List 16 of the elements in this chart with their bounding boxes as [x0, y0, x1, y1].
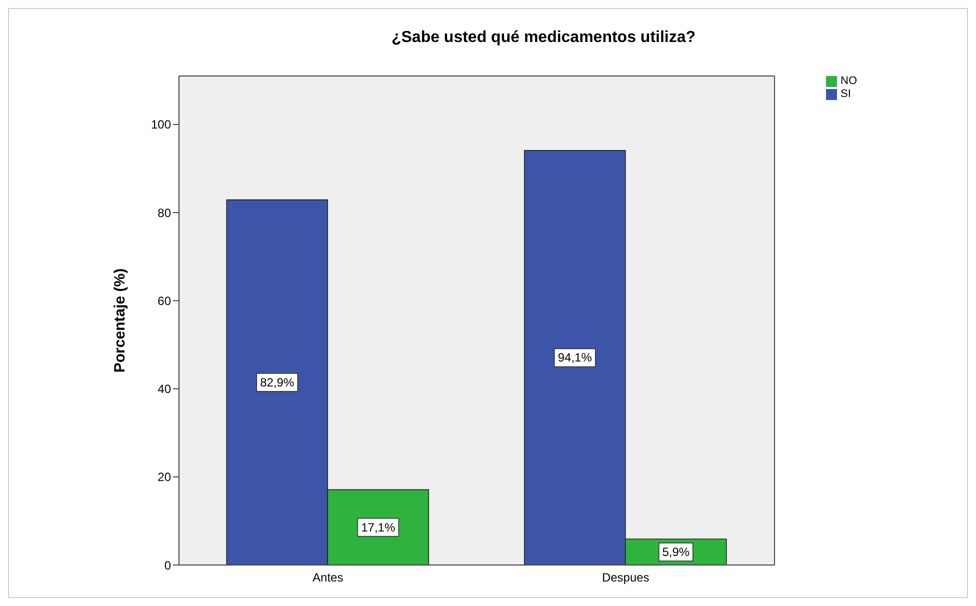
data-label: 5,9% — [662, 545, 690, 560]
y-tick-label: 0 — [164, 558, 172, 572]
y-tick-label: 100 — [150, 118, 172, 132]
x-tick-label: Despues — [602, 570, 650, 585]
y-tick-label: 60 — [158, 294, 172, 308]
y-axis-title: Porcentaje (%) — [111, 268, 128, 373]
chart-title: ¿Sabe usted qué medicamentos utiliza? — [390, 29, 697, 47]
y-tick-label: 40 — [158, 382, 172, 396]
legend-label: SI — [840, 88, 851, 100]
x-tick-label: Antes — [312, 570, 344, 585]
y-tick-label: 20 — [158, 470, 172, 484]
data-label: 82,9% — [260, 375, 294, 390]
data-label: 17,1% — [361, 520, 396, 534]
data-label: 94,1% — [558, 350, 592, 365]
legend-label: NO — [840, 75, 857, 87]
y-tick-label: 80 — [158, 206, 172, 220]
